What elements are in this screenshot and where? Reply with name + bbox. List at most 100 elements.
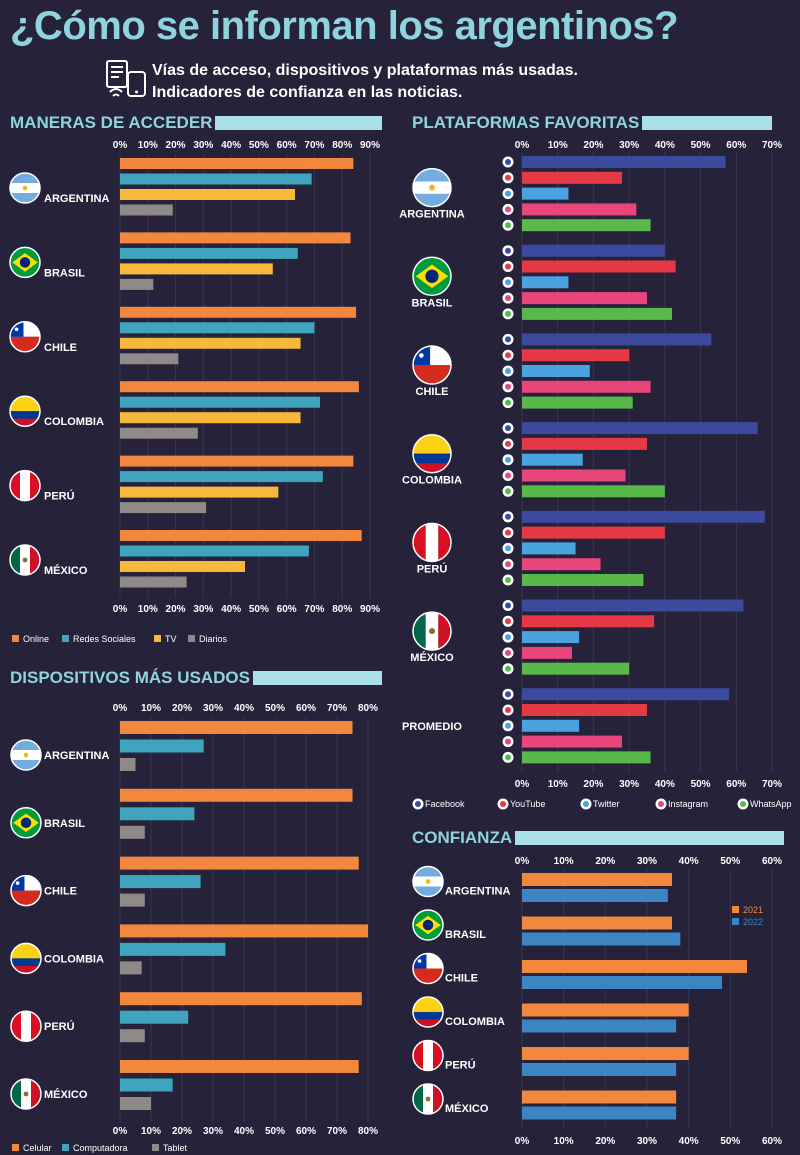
plataformas-bar-brasil-youtube [522, 260, 676, 273]
flag-border [10, 807, 42, 839]
plataformas-bar-peru-twitter [522, 542, 576, 555]
flag-globe [19, 257, 31, 268]
flag-globe [20, 817, 32, 829]
acceder-bar-chile-online [120, 306, 357, 318]
plataformas-bar-chile-twitter [522, 365, 590, 377]
acceder-tick-top: 40% [221, 140, 241, 151]
flag-border [412, 433, 452, 474]
dispositivos-legend-swatch-tablet [152, 1144, 159, 1151]
flag-part [413, 1040, 423, 1071]
flag-border [412, 1039, 444, 1072]
dispositivos-bar-peru-celular [120, 992, 362, 1006]
plataformas-tick-bottom: 0% [515, 779, 530, 790]
flag-border [412, 996, 444, 1028]
flag-body [413, 910, 443, 940]
youtube-icon-dot [505, 440, 511, 447]
flag-peru-icon [9, 469, 41, 502]
flag-body [10, 173, 40, 203]
dispositivos-tick-top: 70% [327, 703, 347, 714]
acceder-legend-diarios: Diarios [199, 634, 228, 644]
flag-border [412, 522, 452, 563]
dispositivos-tick-top: 30% [203, 703, 223, 714]
flag-border [10, 874, 42, 907]
acceder-label-mexico: MÉXICO [44, 564, 88, 577]
dispositivos-tick-top: 80% [358, 703, 378, 714]
flag-part [10, 411, 40, 419]
whatsapp-icon-dot [505, 665, 511, 672]
acceder-label-brasil: BRASIL [44, 267, 85, 279]
acceder-label-peru: PERÚ [44, 490, 75, 503]
instagram-icon-dot [505, 561, 511, 568]
confianza-tick-bottom: 0% [515, 1136, 530, 1147]
flag-border [412, 1083, 444, 1115]
flag-border [10, 1078, 42, 1110]
confianza-bar-chile-2022 [522, 976, 722, 989]
plataformas-bar-brasil-twitter [522, 276, 569, 289]
flag-part [30, 545, 40, 575]
confianza-label-peru: PERÚ [445, 1059, 476, 1072]
dispositivos-bar-argentina-celular [120, 721, 353, 734]
acceder-tick-top: 80% [332, 140, 352, 151]
flag-part [21, 1011, 31, 1042]
plataformas-tick-bottom: 10% [548, 779, 568, 790]
plataformas-label-promedio: PROMEDIO [402, 721, 462, 733]
dispositivos-tick-bottom: 0% [113, 1126, 128, 1137]
flag-border [9, 469, 41, 502]
flag-part [31, 1011, 41, 1042]
plataformas-tick-top: 10% [548, 140, 568, 151]
plataformas-legend-twitter: Twitter [593, 799, 620, 809]
plataformas-legend-instagram: Instagram [668, 799, 708, 809]
acceder-bar-brasil-online [120, 232, 351, 244]
dispositivos-label-brasil: BRASIL [44, 818, 85, 830]
flag-chile-icon [412, 952, 444, 985]
flag-body [413, 866, 443, 897]
flag-mexico-icon [412, 1083, 444, 1115]
section-title-confianza: CONFIANZA [412, 828, 784, 848]
whatsapp-icon-dot [505, 222, 511, 229]
whatsapp-icon-dot [505, 310, 511, 317]
dispositivos-tick-bottom: 30% [203, 1126, 223, 1137]
flag-brasil-icon [10, 807, 42, 839]
acceder-bar-colombia-online [120, 381, 359, 393]
flag-part [413, 968, 443, 984]
acceder-bar-brasil-redes-sociales [120, 247, 298, 259]
facebook-icon-dot [505, 691, 511, 698]
flag-body [11, 807, 41, 838]
flag-argentina-icon [412, 865, 444, 898]
acceder-tick-bottom: 70% [304, 604, 324, 615]
facebook-icon-dot [505, 513, 511, 520]
facebook-icon-dot [505, 602, 511, 609]
acceder-bar-argentina-online [120, 158, 354, 169]
confianza-legend-2022: 2022 [743, 917, 763, 927]
acceder-bar-colombia-redes-sociales [120, 396, 320, 408]
instagram-icon-dot [505, 472, 511, 479]
section-title-plataformas: PLATAFORMAS FAVORITAS [412, 113, 772, 133]
acceder-tick-bottom: 60% [277, 604, 297, 615]
confianza-legend-swatch-2022 [732, 918, 739, 925]
flag-body [10, 247, 40, 278]
instagram-icon-dot [505, 738, 511, 745]
flag-part [423, 1040, 433, 1071]
dispositivos-tick-bottom: 50% [265, 1126, 285, 1137]
flag-argentina-icon [10, 739, 42, 771]
twitter-icon-dot [505, 545, 511, 552]
plataformas-tick-bottom: 30% [619, 779, 639, 790]
plataformas-label-chile: CHILE [416, 386, 449, 398]
flag-argentina-icon [412, 167, 452, 208]
flag-part [425, 523, 439, 562]
flag-part [413, 365, 451, 384]
flag-part [413, 886, 443, 897]
flag-star [417, 959, 422, 963]
dispositivos-tick-bottom: 70% [327, 1126, 347, 1137]
acceder-tick-top: 60% [277, 140, 297, 151]
confianza-legend-swatch-2021 [732, 906, 739, 913]
confianza-bar-colombia-2021 [522, 1003, 689, 1017]
flag-mexico-icon [9, 544, 41, 576]
flag-body [10, 545, 40, 575]
flag-mexico-icon [412, 611, 452, 651]
acceder-tick-bottom: 90% [360, 604, 380, 615]
plataformas-bar-brasil-facebook [522, 244, 665, 257]
plataformas-tick-bottom: 40% [655, 779, 675, 790]
confianza-tick-top: 50% [720, 856, 740, 867]
dispositivos-bar-argentina-computadora [120, 739, 204, 753]
